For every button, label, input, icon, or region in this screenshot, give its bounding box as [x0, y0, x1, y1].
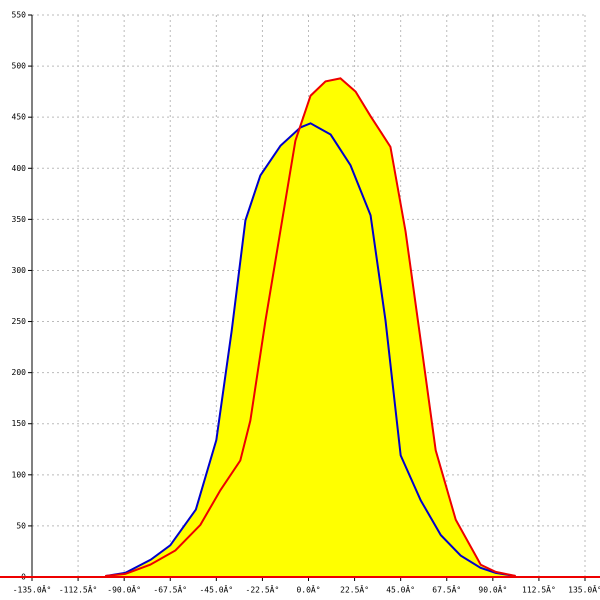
y-tick-label: 50	[16, 521, 26, 530]
y-tick-label: 400	[12, 164, 27, 173]
y-tick-label: 150	[12, 419, 27, 428]
series-line	[105, 77, 516, 577]
x-tick-label: 112.5Â°	[522, 584, 556, 595]
x-tick-label: -112.5Â°	[59, 584, 98, 595]
y-tick-label: 100	[12, 470, 27, 479]
y-tick-label: 300	[12, 266, 27, 275]
x-tick-label: -135.0Â°	[13, 584, 52, 595]
x-tick-label: 0.0Â°	[296, 584, 320, 595]
x-tick-label: 90.0Â°	[478, 584, 507, 595]
series-line	[105, 122, 516, 577]
y-tick-label: 350	[12, 215, 27, 224]
x-tick-label: -67.5Â°	[153, 584, 187, 595]
x-tick-label: 135.0Â°	[568, 584, 600, 595]
y-tick-label: 250	[12, 317, 27, 326]
x-tick-label: -45.0Â°	[199, 584, 233, 595]
y-tick-label: 550	[12, 11, 27, 20]
y-tick-label: 500	[12, 62, 27, 71]
y-tick-label: 450	[12, 113, 27, 122]
y-tick-label: 200	[12, 368, 27, 377]
x-tick-label: 22.5Â°	[340, 584, 369, 595]
x-tick-label: 45.0Â°	[386, 584, 415, 595]
x-tick-label: 67.5Â°	[432, 584, 461, 595]
x-tick-label: -90.0Â°	[107, 584, 141, 595]
x-tick-label: -22.5Â°	[246, 584, 280, 595]
area-fill	[105, 78, 516, 578]
